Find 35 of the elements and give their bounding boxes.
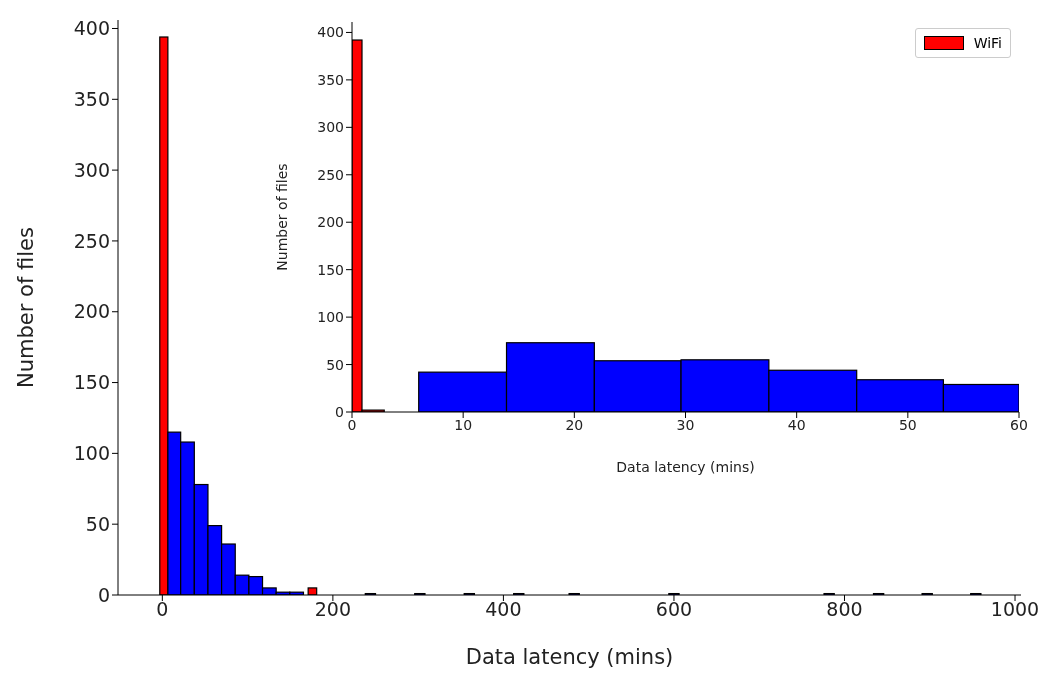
y-tick-label: 350: [317, 71, 344, 88]
x-tick-label: 60: [1010, 416, 1028, 433]
y-tick-label: 50: [85, 512, 110, 535]
y-tick-label: 350: [73, 88, 110, 111]
y-tick-label: 400: [317, 24, 344, 41]
y-tick-label: 150: [317, 261, 344, 278]
y-tick-label: 300: [317, 119, 344, 136]
y-tick-label: 100: [73, 442, 110, 465]
x-tick-label: 30: [676, 416, 695, 433]
x-tick-label: 600: [655, 598, 693, 621]
x-axis-title: Data latency (mins): [465, 645, 674, 669]
y-tick-label: 400: [73, 17, 110, 40]
y-tick-label: 0: [335, 403, 344, 420]
y-tick-label: 200: [317, 214, 344, 231]
y-tick-label: 250: [317, 166, 344, 183]
y-tick-label: 0: [97, 583, 110, 606]
x-tick-label: 1000: [990, 598, 1040, 621]
y-tick-label: 300: [73, 158, 110, 181]
x-tick-label: 10: [454, 416, 473, 433]
y-tick-label: 150: [73, 371, 110, 394]
y-tick-label: 50: [326, 356, 344, 373]
x-tick-label: 40: [787, 416, 806, 433]
y-tick-label: 100: [317, 309, 344, 326]
x-axis-title: Data latency (mins): [616, 459, 755, 475]
x-tick-label: 0: [156, 598, 169, 621]
x-tick-label: 400: [485, 598, 522, 621]
legend-label: WiFi: [973, 35, 1002, 51]
y-axis-title: Number of files: [273, 163, 290, 271]
x-tick-label: 20: [565, 416, 584, 433]
x-tick-label: 50: [898, 416, 917, 433]
y-axis-title: Number of files: [14, 227, 39, 388]
y-tick-label: 250: [73, 229, 110, 252]
x-tick-label: 800: [826, 598, 863, 621]
x-tick-label: 0: [347, 416, 357, 433]
y-tick-label: 200: [73, 300, 110, 323]
